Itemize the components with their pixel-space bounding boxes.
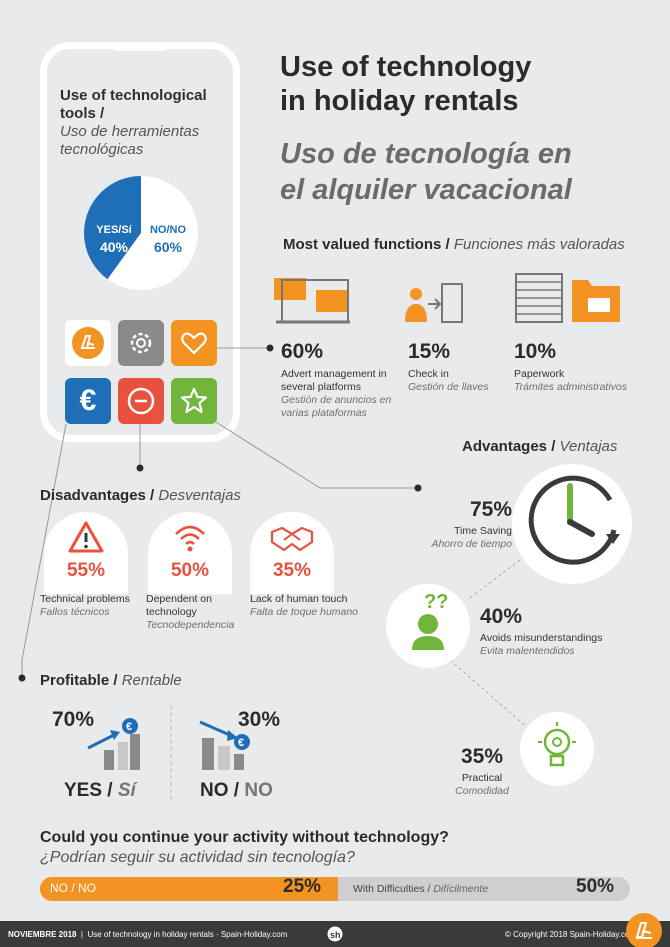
function-label-en: Check in bbox=[408, 368, 449, 380]
logo-icon: sh bbox=[327, 926, 343, 942]
function-label-es: Gestión de anuncios en varias plataforma… bbox=[281, 394, 392, 419]
disadvantage-pct-human: 35% bbox=[272, 560, 312, 581]
pie-yes-value: 40% bbox=[99, 239, 129, 255]
phone-notch bbox=[110, 42, 170, 51]
app-tile-minus[interactable] bbox=[118, 378, 164, 424]
phone-title-en: Use of technological tools / bbox=[60, 87, 207, 122]
function-item-paperwork: 10% Paperwork Trámites administrativos bbox=[514, 340, 644, 394]
functions-heading: Most valued functions / Funciones más va… bbox=[283, 236, 625, 253]
advantage-label-es: Comodidad bbox=[455, 785, 509, 797]
continue-no-label: NO / NO bbox=[50, 881, 97, 895]
pie-no-label: NO/NO 60% bbox=[143, 222, 193, 256]
profit-up-chart-icon: € bbox=[87, 718, 140, 770]
svg-text:sh: sh bbox=[330, 930, 341, 940]
title-en-line2: in holiday rentals bbox=[280, 85, 519, 117]
continue-bar-no bbox=[40, 877, 338, 901]
profitable-no-pct: 30% bbox=[238, 708, 281, 731]
title-es-line1: Uso de tecnología en bbox=[280, 138, 572, 170]
paperwork-folder-icon bbox=[515, 273, 620, 323]
app-tile-beach-chair[interactable] bbox=[65, 320, 111, 366]
pie-yes-text: YES/Sí bbox=[96, 224, 132, 236]
disadvantages-heading: Disadvantages / Desventajas bbox=[40, 487, 241, 504]
profitable-divider bbox=[170, 705, 172, 801]
function-pct: 10% bbox=[514, 340, 557, 363]
advantage-item-time: 75% Time Saving Ahorro de tiempo bbox=[420, 498, 512, 551]
tools-pie-chart bbox=[84, 176, 198, 290]
pie-no-value: 60% bbox=[153, 239, 183, 255]
gear-icon bbox=[130, 332, 152, 354]
advantage-label-es: Evita malentendidos bbox=[480, 645, 575, 657]
function-pct: 15% bbox=[408, 340, 451, 363]
person-question-icon: ?? bbox=[412, 591, 448, 650]
function-label-en: Advert management in several platforms bbox=[281, 368, 387, 393]
brand-beach-chair-icon bbox=[626, 913, 662, 947]
star-icon bbox=[180, 387, 208, 414]
advantage-pct: 75% bbox=[469, 498, 512, 521]
phone-title: Use of technological tools / Uso de herr… bbox=[60, 87, 235, 159]
continue-no-pct: 25% bbox=[283, 876, 322, 897]
continue-question-es: ¿Podrían seguir su actividad sin tecnolo… bbox=[40, 849, 355, 866]
warning-icon bbox=[68, 521, 104, 553]
title-en-line1: Use of technology bbox=[280, 51, 532, 83]
advert-screens-icon bbox=[274, 278, 350, 324]
disadvantage-label-technical: Technical problems Fallos técnicos bbox=[40, 593, 130, 618]
profitable-yes-pct: 70% bbox=[52, 708, 95, 731]
main-subtitle: Uso de tecnología en el alquiler vacacio… bbox=[280, 136, 572, 208]
advantage-pct: 35% bbox=[460, 745, 504, 768]
lightbulb-icon bbox=[538, 722, 576, 767]
pie-yes-slice bbox=[84, 176, 141, 280]
check-in-door-icon bbox=[405, 283, 463, 323]
function-item-advert: 60% Advert management in several platfor… bbox=[281, 340, 396, 420]
profitable-no-label: NO / NO bbox=[200, 780, 273, 801]
disadvantage-label-dependent: Dependent on technology Tecnodependencia bbox=[146, 593, 235, 631]
function-label-es: Gestión de llaves bbox=[408, 381, 489, 393]
disadvantage-card-human bbox=[250, 512, 334, 594]
footer: NOVIEMBRE 2018 | Use of technology in ho… bbox=[0, 921, 670, 947]
advantage-label-en: Practical bbox=[461, 772, 503, 784]
handshake-icon bbox=[270, 526, 314, 552]
advantage-label-en: Time Saving bbox=[454, 525, 512, 537]
function-pct: 60% bbox=[281, 340, 324, 363]
function-item-checkin: 15% Check in Gestión de llaves bbox=[408, 340, 498, 394]
advantage-pct: 40% bbox=[480, 605, 523, 628]
pie-yes-label: YES/Sí 40% bbox=[92, 222, 136, 256]
phone-title-es: Uso de herramientas tecnológicas bbox=[60, 123, 200, 158]
advantage-label-es: Ahorro de tiempo bbox=[431, 538, 512, 550]
profitable-heading: Profitable / Rentable bbox=[40, 672, 182, 689]
clock-icon bbox=[528, 475, 620, 565]
advantage-item-misunderstandings: 40% Avoids misunderstandings Evita malen… bbox=[480, 605, 630, 658]
disadvantage-pct-technical: 55% bbox=[66, 560, 106, 581]
profitable-yes-label: YES / Sí bbox=[64, 780, 136, 801]
main-title: Use of technology in holiday rentals bbox=[280, 50, 531, 118]
title-es-line2: el alquiler vacacional bbox=[280, 174, 572, 206]
svg-text:??: ?? bbox=[424, 591, 448, 613]
wifi-icon bbox=[175, 525, 205, 552]
disadvantage-label-human: Lack of human touch Falta de toque human… bbox=[250, 593, 358, 618]
continue-difficulties-label: With Difficulties / Difícilmente bbox=[353, 883, 489, 895]
footer-copyright: © Copyright 2018 Spain-Holiday.com bbox=[505, 930, 637, 939]
svg-text:€: € bbox=[126, 721, 132, 733]
function-label-es: Trámites administrativos bbox=[514, 381, 627, 393]
app-tile-settings[interactable] bbox=[118, 320, 164, 366]
pie-no-text: NO/NO bbox=[149, 224, 187, 236]
beach-chair-icon bbox=[72, 327, 104, 359]
disadvantage-card-dependent bbox=[148, 512, 232, 594]
svg-text:€: € bbox=[238, 737, 244, 749]
app-tile-star[interactable] bbox=[171, 378, 217, 424]
function-label-en: Paperwork bbox=[514, 368, 565, 380]
profit-down-chart-icon: € bbox=[199, 720, 250, 770]
disadvantage-pct-dependent: 50% bbox=[170, 560, 210, 581]
app-tile-euro[interactable]: € bbox=[65, 378, 111, 424]
euro-icon: € bbox=[79, 384, 97, 417]
continue-question-en: Could you continue your activity without… bbox=[40, 829, 449, 846]
app-tile-favorite[interactable] bbox=[171, 320, 217, 366]
heart-icon bbox=[181, 332, 207, 355]
continue-difficulties-pct: 50% bbox=[576, 876, 615, 897]
advantage-item-practical: 35% Practical Comodidad bbox=[452, 745, 512, 798]
advantage-label-en: Avoids misunderstandings bbox=[480, 632, 603, 644]
advantages-heading: Advantages / Ventajas bbox=[462, 438, 618, 455]
minus-circle-icon bbox=[127, 387, 155, 415]
footer-left: NOVIEMBRE 2018 | Use of technology in ho… bbox=[8, 930, 288, 939]
